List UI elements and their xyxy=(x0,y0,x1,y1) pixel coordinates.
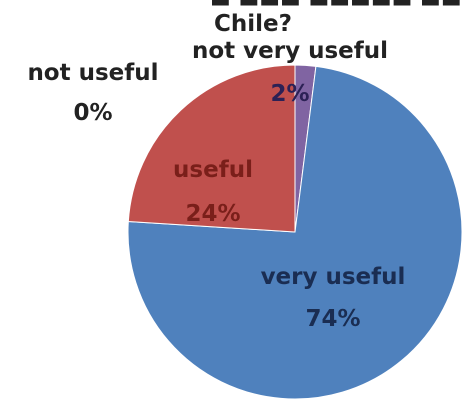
very-useful-label: very useful xyxy=(261,264,406,290)
cropped-title-fragment: ▬ ▬▬▬ ▬▬▬▬▬ ▬▬▬▬ ▬▬ ▬▬▬ xyxy=(0,0,463,10)
slice-very-useful xyxy=(127,65,463,400)
not-very-useful-label: not very useful xyxy=(192,38,388,64)
useful-label: useful xyxy=(173,157,253,183)
not-useful-label: not useful xyxy=(27,60,158,86)
slice-useful xyxy=(127,64,296,233)
chart-title: Chile? xyxy=(214,11,292,37)
very-useful-value: 74% xyxy=(305,306,360,332)
useful-value: 24% xyxy=(185,201,240,227)
not-useful-value: 0% xyxy=(73,100,112,126)
not-very-useful-value: 2% xyxy=(270,81,309,107)
pie-slices xyxy=(127,64,463,400)
